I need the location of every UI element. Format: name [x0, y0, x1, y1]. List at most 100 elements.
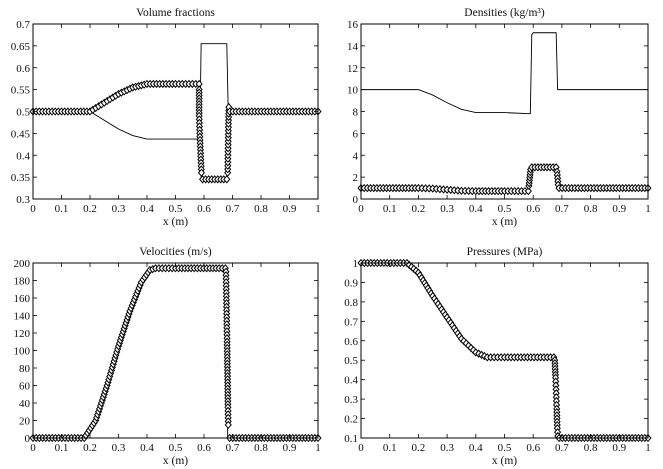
volume-fractions-ytick-label: 0.6 [16, 63, 30, 75]
velocities-ytick-label: 80 [19, 363, 31, 375]
densities-axes-frame [360, 23, 649, 200]
velocities-xtick-label: 1 [315, 442, 321, 454]
velocities-title: Velocities (m/s) [139, 246, 212, 258]
velocities-xtick-label: 0.4 [140, 442, 154, 454]
densities-ytick-label: 4 [353, 150, 359, 162]
pressures-ytick-label: 0.7 [344, 316, 358, 328]
pressures-ytick-label: 0.6 [344, 336, 358, 348]
volume-fractions-ytick-label: 0.5 [16, 107, 30, 119]
volume-fractions-ytick-label: 0.45 [11, 128, 31, 140]
pressures-ytick-label: 0.4 [344, 375, 358, 387]
volume-fractions-marker [223, 175, 231, 184]
velocities-axes-frame [32, 262, 319, 439]
densities-ytick-label: 16 [347, 19, 359, 31]
pressures-xtick-label: 0.6 [526, 442, 540, 454]
densities-ytick-label: 12 [347, 63, 358, 75]
volume-fractions-series-line-1 [33, 83, 318, 180]
densities-ytick-label: 0 [353, 194, 359, 206]
velocities-series-line-0 [33, 267, 318, 439]
pressures-ytick-label: 0.3 [344, 394, 358, 406]
pressures-xtick-label: 0.2 [412, 442, 426, 454]
pressures-xtick-label: 0.3 [440, 442, 454, 454]
volume-fractions-series-line-0 [33, 43, 318, 140]
chart-volume-fractions: 0 0.1 0.2 0.3 0.4 0.5 0.6 0.7 0.8 0.9 1 0.3 0.35 0.4 0… [11, 7, 322, 228]
volume-fractions-xtick-label: 0.2 [83, 203, 97, 215]
pressures-axes-frame [360, 262, 649, 439]
pressures-ytick-label: 0.8 [344, 297, 358, 309]
velocities-xtick-label: 0.1 [55, 442, 69, 454]
pressures-xtick-label: 0.7 [555, 442, 569, 454]
velocities-ytick-label: 120 [14, 328, 31, 340]
volume-fractions-title: Volume fractions [136, 7, 215, 19]
volume-fractions-ytick-label: 0.3 [16, 194, 30, 206]
velocities-ytick-label: 60 [19, 381, 31, 393]
densities-xtick-label: 1 [645, 203, 651, 215]
volume-fractions-ytick-label: 0.35 [11, 172, 31, 184]
velocities-ytick-label: 20 [19, 416, 31, 428]
densities-xlabel: x (m) [492, 216, 517, 228]
pressures-xtick-label: 0.4 [469, 442, 483, 454]
densities-xtick-label: 0.4 [469, 203, 483, 215]
densities-ytick-label: 2 [353, 172, 359, 184]
volume-fractions-xtick-label: 0.8 [254, 203, 268, 215]
chart-pressures: 0 0.1 0.2 0.3 0.4 0.5 0.6 0.7 0.8 0.9 10.10.20.30.… [344, 246, 652, 467]
densities-xtick-label: 0.8 [584, 203, 598, 215]
pressures-ytick-label: 1 [353, 258, 359, 270]
pressures-ytick-label: 0.1 [344, 433, 358, 445]
pressures-series-line-0 [361, 262, 648, 439]
velocities-xtick-label: 0.8 [254, 442, 268, 454]
velocities-xtick-label: 0.7 [226, 442, 240, 454]
chart-velocities: 0 0.1 0.2 0.3 0.4 0.5 0.6 0.7 0.8 0.9 1 0 20 40 60 80 10… [14, 246, 322, 467]
velocities-xtick-label: 0.3 [112, 442, 126, 454]
volume-fractions-ytick-label: 0.7 [16, 19, 30, 31]
densities-ytick-label: 8 [353, 107, 359, 119]
volume-fractions-xtick-label: 0.3 [112, 203, 126, 215]
velocities-xtick-label: 0.5 [169, 442, 183, 454]
velocities-xtick-label: 0.6 [197, 442, 211, 454]
velocities-xtick-label: 0.2 [83, 442, 97, 454]
densities-xtick-label: 0.6 [526, 203, 540, 215]
pressures-title: Pressures (MPa) [467, 246, 543, 258]
densities-ytick-label: 14 [347, 41, 359, 53]
volume-fractions-xtick-label: 0 [30, 203, 36, 215]
densities-xtick-label: 0.7 [555, 203, 569, 215]
volume-fractions-xlabel: x (m) [163, 216, 188, 228]
velocities-ytick-label: 160 [14, 293, 31, 305]
pressures-xtick-label: 0.1 [383, 442, 397, 454]
pressures-ytick-label: 0.2 [344, 414, 358, 426]
densities-xtick-label: 0.1 [383, 203, 397, 215]
densities-xtick-label: 0.2 [412, 203, 426, 215]
velocities-ytick-label: 200 [14, 258, 31, 270]
densities-ytick-label: 10 [347, 85, 359, 97]
velocities-ytick-label: 180 [14, 276, 31, 288]
pressures-xtick-label: 0.9 [612, 442, 626, 454]
velocities-ytick-label: 40 [19, 398, 31, 410]
volume-fractions-xtick-label: 0.6 [197, 203, 211, 215]
densities-xtick-label: 0 [358, 203, 364, 215]
velocities-ytick-label: 0 [25, 433, 31, 445]
densities-series-line-0 [361, 32, 648, 115]
volume-fractions-xtick-label: 1 [315, 203, 321, 215]
velocities-ytick-label: 100 [14, 346, 31, 358]
volume-fractions-ytick-label: 0.4 [16, 150, 30, 162]
pressures-xtick-label: 0 [358, 442, 364, 454]
pressures-ytick-label: 0.9 [344, 277, 358, 289]
volume-fractions-xtick-label: 0.9 [283, 203, 297, 215]
volume-fractions-ytick-label: 0.65 [11, 41, 31, 53]
densities-ytick-label: 6 [353, 128, 359, 140]
volume-fractions-marker [197, 168, 205, 177]
pressures-xtick-label: 0.8 [584, 442, 598, 454]
velocities-ytick-label: 140 [14, 311, 31, 323]
densities-xtick-label: 0.5 [498, 203, 512, 215]
volume-fractions-xtick-label: 0.5 [169, 203, 183, 215]
pressures-xtick-label: 1 [645, 442, 651, 454]
densities-xtick-label: 0.9 [612, 203, 626, 215]
pressures-xlabel: x (m) [492, 455, 517, 467]
velocities-xtick-label: 0 [30, 442, 36, 454]
densities-xtick-label: 0.3 [440, 203, 454, 215]
pressures-xtick-label: 0.5 [498, 442, 512, 454]
densities-title: Densities (kg/m³) [464, 7, 545, 19]
volume-fractions-xtick-label: 0.4 [140, 203, 154, 215]
pressures-ytick-label: 0.5 [344, 355, 358, 367]
